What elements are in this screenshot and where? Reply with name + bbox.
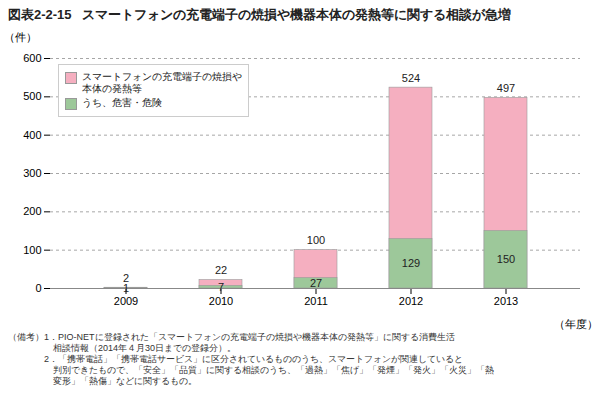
svg-text:300: 300 (23, 167, 41, 179)
svg-text:2011: 2011 (304, 295, 328, 307)
svg-text:27: 27 (310, 277, 322, 289)
html-text:相談情報（2014年４月30日までの登録分）。: 相談情報（2014年４月30日までの登録分）。 (8, 343, 236, 353)
svg-text:（件）: （件） (4, 31, 37, 43)
html-text:判別できたもので、「安全」「品質」に関する相談のうち、「過熱: 判別できたもので、「安全」「品質」に関する相談のうち、「過熱」「焦げ」「発煙」「… (8, 365, 494, 375)
svg-text:524: 524 (402, 72, 420, 84)
html-text:（備考）1．PIO-NETに登録された「スマートフォンの充電: （備考）1．PIO-NETに登録された「スマートフォンの充電端子の焼損や機器本体… (8, 332, 455, 342)
html-text:2．「携帯電話」「携帯電話サービス」に区分されているもののう: 2．「携帯電話」「携帯電話サービス」に区分されているもののうち、スマートフォンが… (8, 354, 463, 364)
html-text:図表2-2-15: 図表2-2-15 (8, 7, 72, 22)
svg-text:200: 200 (23, 205, 41, 217)
html-text:スマートフォンの充電端子の焼損や 本体の発熱等: スマートフォンの充電端子の焼損や 本体の発熱等 (82, 71, 242, 94)
svg-text:2010: 2010 (209, 295, 233, 307)
svg-text:22: 22 (215, 264, 227, 276)
svg-text:100: 100 (23, 244, 41, 256)
svg-text:2012: 2012 (399, 295, 423, 307)
svg-text:0: 0 (35, 282, 41, 294)
svg-text:400: 400 (23, 129, 41, 141)
svg-text:2009: 2009 (114, 295, 138, 307)
svg-text:2013: 2013 (494, 295, 518, 307)
svg-text:（年度）: （年度） (554, 318, 598, 330)
svg-text:500: 500 (23, 90, 41, 102)
svg-text:7: 7 (218, 281, 224, 293)
html-text:うち、危害・危険: うち、危害・危険 (82, 97, 162, 108)
svg-text:1: 1 (123, 282, 129, 294)
html-text:変形」「熱傷」などに関するもの。: 変形」「熱傷」などに関するもの。 (8, 376, 197, 386)
svg-text:497: 497 (497, 82, 515, 94)
svg-text:600: 600 (23, 52, 41, 64)
html-text:スマートフォンの充電端子の焼損や機器本体の発熱等に関する相談: スマートフォンの充電端子の焼損や機器本体の発熱等に関する相談が急増 (81, 7, 511, 22)
svg-text:129: 129 (402, 257, 420, 269)
svg-text:150: 150 (497, 253, 515, 265)
svg-text:2: 2 (122, 271, 130, 284)
svg-text:100: 100 (307, 234, 325, 246)
